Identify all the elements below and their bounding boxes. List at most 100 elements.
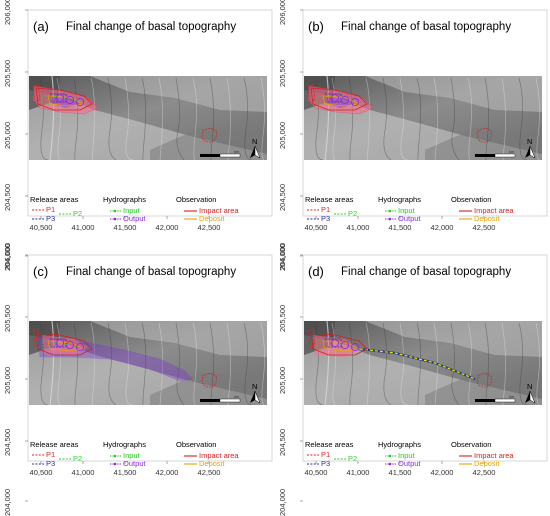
deposit-outline [322, 340, 361, 352]
legend-item-impact-area: Impact area [199, 451, 239, 460]
panel-label: (c) [33, 264, 49, 279]
x-tick-label: 42,500 [472, 223, 496, 232]
hydrograph-markers [329, 338, 360, 352]
legend-release-areas-title: Release areas [305, 195, 354, 204]
y-tick-label: 205,500 [278, 304, 287, 332]
legend-item-p3: P3 [46, 459, 56, 468]
legend-hydrographs-title: Hydrographs [378, 440, 421, 449]
map-title: Final change of basal topography [66, 266, 237, 278]
legend-item-output: Output [123, 214, 146, 223]
scale-bar-label: km [509, 149, 515, 154]
x-tick-label: 40,500 [29, 468, 53, 477]
map-title: Final change of basal topography [341, 21, 512, 33]
output-hydrograph-marker [340, 95, 350, 105]
x-tick-label: 41,000 [346, 223, 370, 232]
legend-observation-title: Observation [176, 440, 217, 449]
x-tick-label: 41,000 [346, 468, 370, 477]
north-arrow [250, 145, 261, 159]
deposit-outline [322, 95, 361, 107]
legend-hydrographs-title: Hydrographs [378, 195, 421, 204]
terrain-image [29, 76, 267, 160]
panel-label: (d) [308, 264, 324, 279]
impact-area-outline [35, 87, 93, 111]
y-tick-label: 205,500 [278, 59, 287, 87]
output-hydrograph-marker [65, 340, 75, 350]
legend-item-output: Output [123, 459, 146, 468]
impact-area-remote [201, 373, 217, 388]
legend-swatches [307, 209, 472, 221]
output-hydrograph-marker [75, 97, 85, 107]
legend-release-areas-title: Release areas [305, 440, 354, 449]
legend-item-p2: P2 [348, 209, 358, 218]
y-tick-label: 205,500 [3, 59, 12, 87]
plot-frame [27, 254, 273, 462]
output-hydrograph-marker [55, 93, 65, 103]
y-tick-label: 204,000 [278, 488, 287, 516]
y-tick-label: 206,000 [3, 0, 12, 25]
legend-item-p1: P1 [46, 450, 56, 459]
scale-bar [200, 153, 241, 158]
legend-item-p2: P2 [73, 454, 83, 463]
plot-frame [302, 9, 548, 217]
map-drawing [300, 9, 548, 257]
map-panel-d: (d) Final change of basal topography 206,0… [275, 243, 550, 516]
legend-release-areas-title: Release areas [30, 440, 79, 449]
legend-item-p3: P3 [321, 214, 331, 223]
scale-bar-label: km [234, 149, 240, 154]
x-tick-label: 41,500 [388, 223, 412, 232]
north-label: N [252, 382, 258, 391]
y-tick-label: 204,500 [278, 428, 287, 456]
x-tick-label: 42,000 [430, 468, 454, 477]
y-tick-label: 206,000 [3, 242, 12, 270]
x-tick-label: 40,500 [29, 223, 53, 232]
plot-frame [27, 9, 273, 217]
x-tick-label: 40,500 [304, 223, 328, 232]
output-hydrograph-marker [75, 342, 85, 352]
north-label: N [527, 137, 533, 146]
map-drawing [25, 254, 273, 502]
legend-item-output: Output [398, 214, 421, 223]
x-tick-label: 42,500 [197, 223, 221, 232]
north-arrow [525, 145, 536, 159]
x-tick-label: 41,500 [113, 223, 137, 232]
legend-item-p1: P1 [321, 450, 331, 459]
y-tick-label: 204,000 [3, 488, 12, 516]
legend-swatches [307, 454, 472, 466]
legend-item-impact-area: Impact area [474, 451, 514, 460]
y-tick-label: 205,000 [3, 121, 12, 149]
legend-item-deposit: Deposit [474, 459, 500, 468]
hydrograph-markers [54, 338, 85, 352]
legend-item-input: Input [123, 206, 140, 215]
output-hydrograph-marker [330, 93, 340, 103]
north-arrow [525, 390, 536, 404]
deposit-outline [47, 340, 86, 352]
terrain-image [29, 321, 267, 405]
x-tick-label: 42,500 [197, 468, 221, 477]
output-hydrograph-marker [350, 342, 360, 352]
x-tick-label: 42,500 [472, 468, 496, 477]
y-tick-label: 204,500 [3, 183, 12, 211]
output-hydrograph-marker [350, 97, 360, 107]
plot-frame [302, 254, 548, 462]
y-tick-label: 205,000 [3, 366, 12, 394]
legend-swatches [32, 209, 197, 221]
y-tick-label: 204,500 [3, 428, 12, 456]
scale-bar-label: km [234, 394, 240, 399]
legend-item-input: Input [398, 451, 415, 460]
x-tick-label: 42,000 [430, 223, 454, 232]
map-title: Final change of basal topography [341, 266, 512, 278]
map-drawing [25, 9, 273, 257]
north-arrow [250, 390, 261, 404]
output-hydrograph-marker [55, 338, 65, 348]
impact-area-remote [201, 128, 217, 143]
map-panel-a: (a) Final change of basal topography 206,0… [0, 0, 275, 271]
output-hydrograph-marker [330, 338, 340, 348]
legend-hydrographs-title: Hydrographs [103, 440, 146, 449]
scale-bar-label: km [509, 394, 515, 399]
impact-area-remote [476, 373, 492, 388]
x-tick-label: 42,000 [155, 468, 179, 477]
x-tick-label: 41,500 [113, 468, 137, 477]
legend-item-deposit: Deposit [199, 214, 225, 223]
x-tick-label: 42,000 [155, 223, 179, 232]
legend-item-output: Output [398, 459, 421, 468]
